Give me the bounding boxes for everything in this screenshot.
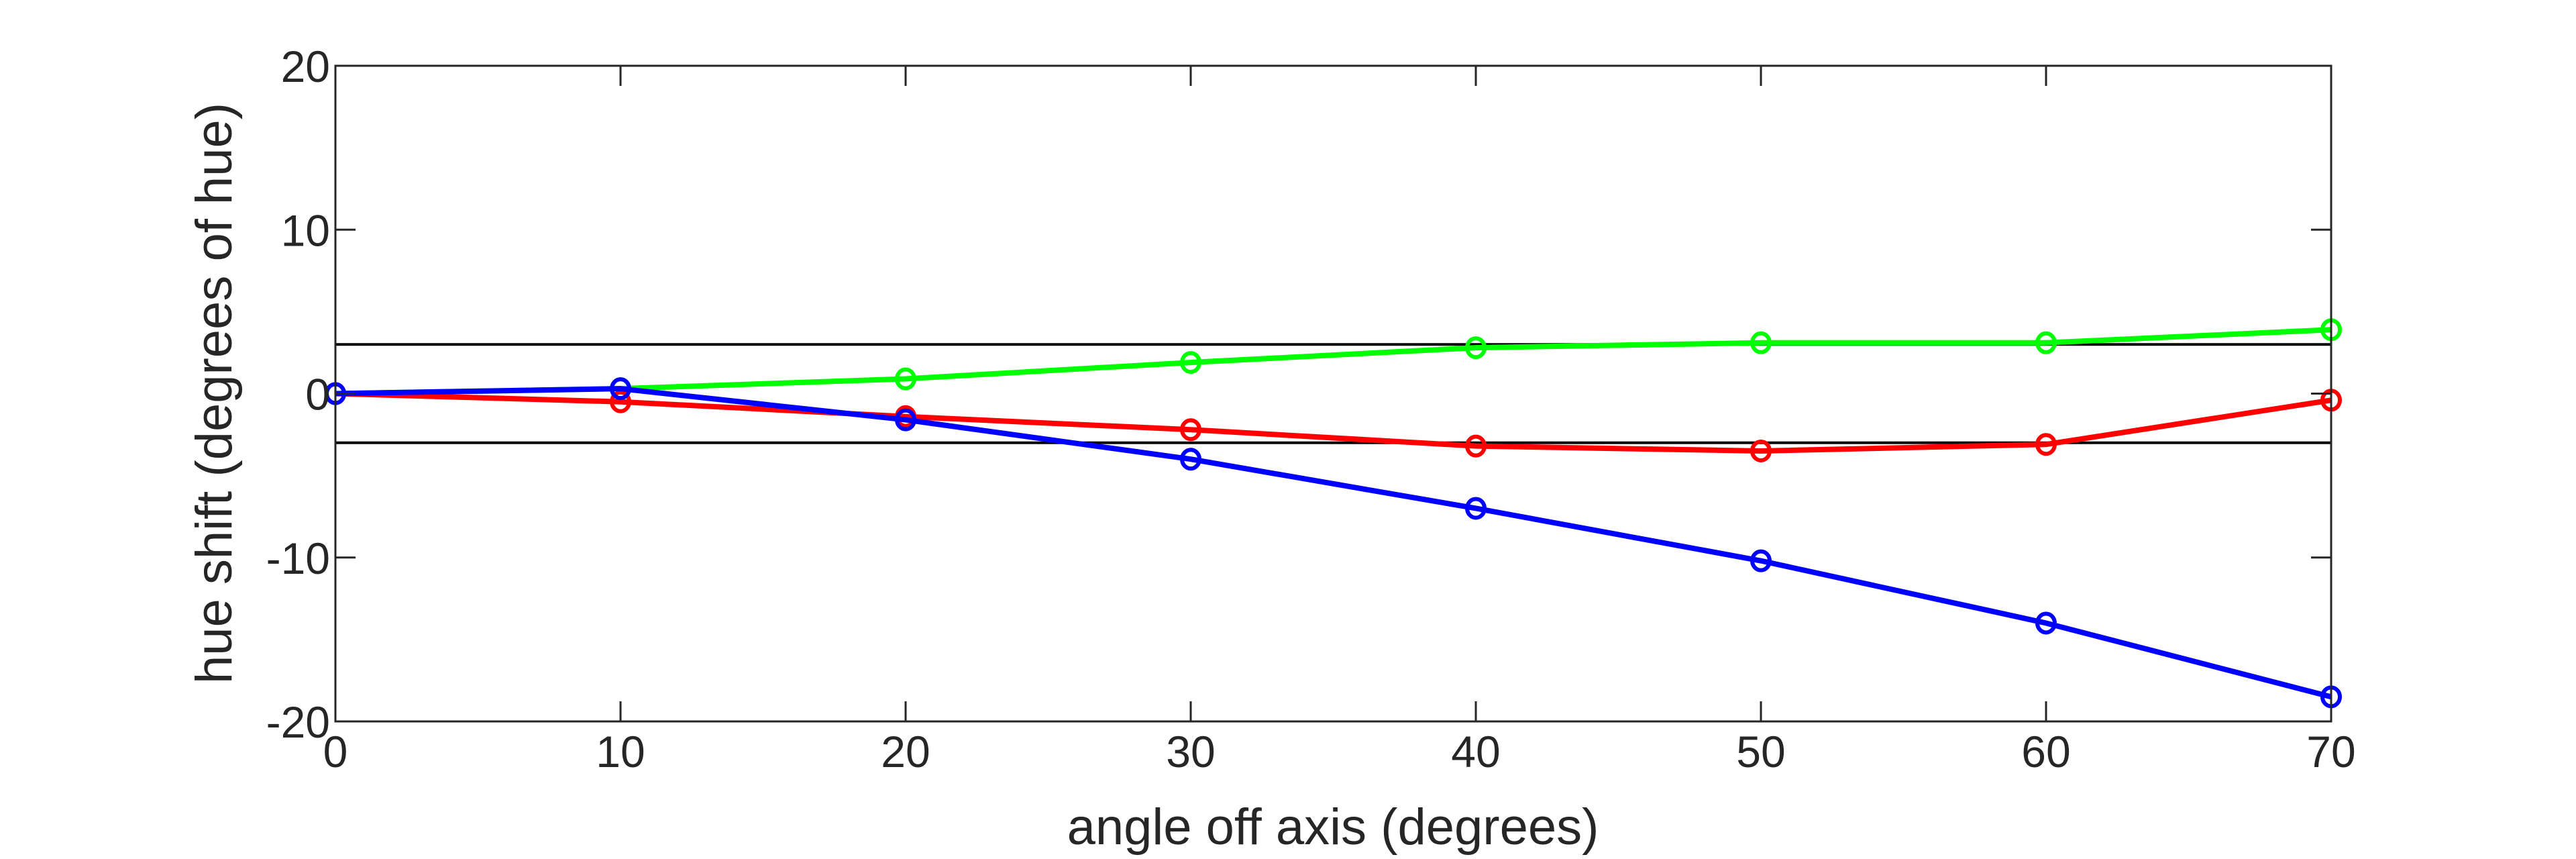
y-tick-label: -10 [266,534,330,583]
data-point-blue [1180,448,1201,471]
plot-frame [334,64,2332,723]
data-point-green [1750,331,1772,354]
x-tick-label: 20 [881,727,930,776]
series-line-red [335,391,2332,454]
data-point-blue [895,408,916,432]
data-point-red [2035,433,2057,456]
x-tick-label: 50 [1736,727,1785,776]
data-point-green [1180,351,1201,374]
x-axis-label: angle off axis (degrees) [1067,799,1599,856]
data-point-red [1750,439,1772,462]
x-tick-label: 10 [596,727,645,776]
series-line-green [335,327,2332,397]
x-tick-label: 60 [2021,727,2070,776]
y-tick-label: 10 [281,205,330,255]
series-line-blue [335,386,2332,700]
data-point-red [1465,434,1487,458]
x-tick-label: 70 [2306,727,2355,776]
data-point-blue [1750,549,1772,572]
x-tick-label: 40 [1451,727,1500,776]
data-point-blue [1465,497,1487,520]
y-tick-label: 0 [305,370,330,419]
y-axis-label: hue shift (degrees of hue) [186,103,243,684]
series-blue [325,377,2342,709]
y-tick-label: -20 [266,697,330,747]
data-point-green [1465,336,1487,360]
data-point-green [2035,331,2057,354]
data-point-blue [2035,611,2057,635]
data-point-red [610,390,631,413]
data-point-green [895,367,916,391]
data-point-red [1180,418,1201,442]
x-tick-label: 0 [323,727,348,776]
y-tick-label: 20 [281,42,330,91]
x-tick-label: 30 [1166,727,1215,776]
data-point-blue [610,377,631,401]
